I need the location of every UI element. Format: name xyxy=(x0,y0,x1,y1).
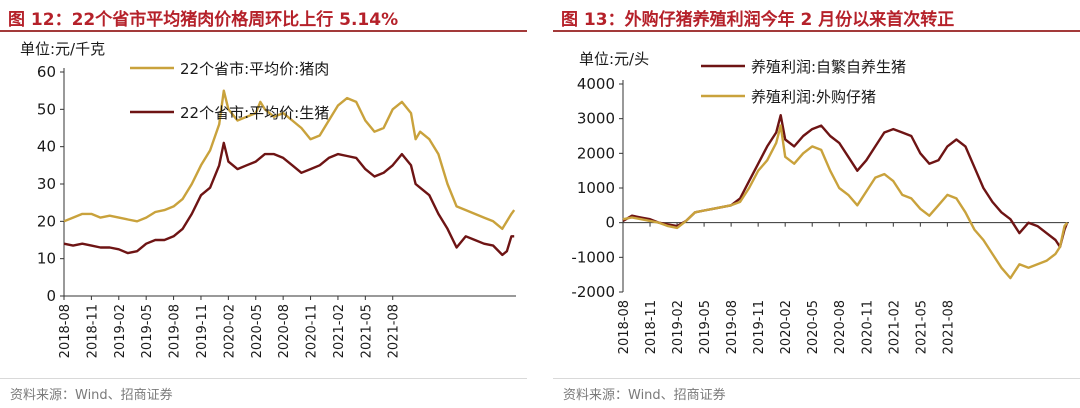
divider xyxy=(553,378,1080,379)
y-tick-label: 60 xyxy=(37,63,56,81)
legend-label: 22个省市:平均价:生猪 xyxy=(180,104,329,122)
chart-title: 图 13：外购仔猪养殖利润今年 2 月份以来首次转正 xyxy=(561,10,955,30)
x-tick-label: 2020-08 xyxy=(833,300,848,354)
x-tick-label: 2018-08 xyxy=(58,304,73,358)
x-tick-label: 2020-02 xyxy=(779,300,794,354)
x-tick-label: 2018-11 xyxy=(85,304,100,358)
chart-panel-pork-price: 图 12：22个省市平均猪肉价格周环比上行 5.14% 单位:元/千克 0 10 20… xyxy=(0,0,527,408)
y-tick-label: 20 xyxy=(37,212,56,230)
y-tick-label: 3000 xyxy=(577,110,615,128)
y-tick-label: 0 xyxy=(46,287,56,305)
x-tick-label: 2019-05 xyxy=(698,300,713,354)
x-tick-label: 2021-05 xyxy=(359,304,374,358)
unit-label: 单位:元/千克 xyxy=(20,40,105,58)
series-line xyxy=(63,89,516,230)
x-tick-label: 2020-08 xyxy=(277,304,292,358)
x-tick-label: 2019-08 xyxy=(168,304,183,358)
unit-label: 单位:元/头 xyxy=(579,50,649,68)
x-tick-label: 2020-11 xyxy=(305,304,320,358)
chart-title: 图 12：22个省市平均猪肉价格周环比上行 5.14% xyxy=(8,10,399,30)
series-line xyxy=(63,141,515,257)
x-tick-label: 2019-02 xyxy=(113,304,128,358)
x-tick-label: 2021-08 xyxy=(387,304,402,358)
title-bar: 图 12：22个省市平均猪肉价格周环比上行 5.14% xyxy=(0,0,527,32)
x-tick-label: 2021-08 xyxy=(941,300,956,354)
chart-area: 单位:元/头 -2000 -1000 0 1000 2000 3000 4000 2018-08… xyxy=(571,50,1069,354)
y-tick-label: 30 xyxy=(37,175,56,193)
y-tick-label: -1000 xyxy=(571,248,615,266)
x-tick-label: 2019-08 xyxy=(725,300,740,354)
y-tick-label: 0 xyxy=(605,214,615,232)
y-tick-label: 50 xyxy=(37,100,56,118)
chart-area: 单位:元/千克 0 10 20 30 40 50 60 2018-08 2018-11 2019-0… xyxy=(20,40,516,358)
x-tick-label: 2018-11 xyxy=(644,300,659,354)
title-bar: 图 13：外购仔猪养殖利润今年 2 月份以来首次转正 xyxy=(553,0,1080,32)
x-tick-label: 2020-02 xyxy=(222,304,237,358)
legend-label: 养殖利润:自繁自养生猪 xyxy=(751,58,906,76)
legend-label: 22个省市:平均价:猪肉 xyxy=(180,60,329,78)
x-tick-label: 2019-02 xyxy=(671,300,686,354)
x-tick-label: 2019-11 xyxy=(195,304,210,358)
x-tick-label: 2020-11 xyxy=(860,300,875,354)
y-tick-label: 10 xyxy=(37,250,56,268)
legend-label: 养殖利润:外购仔猪 xyxy=(751,88,876,106)
y-tick-label: -2000 xyxy=(571,283,615,301)
y-tick-label: 1000 xyxy=(577,179,615,197)
x-tick-label: 2021-05 xyxy=(914,300,929,354)
x-tick-label: 2021-02 xyxy=(887,300,902,354)
divider xyxy=(0,378,527,379)
series-line xyxy=(622,114,1069,249)
x-tick-label: 2020-05 xyxy=(806,300,821,354)
x-tick-label: 2019-05 xyxy=(140,304,155,358)
y-tick-label: 2000 xyxy=(577,144,615,162)
source-note: 资料来源：Wind、招商证券 xyxy=(563,388,726,403)
source-note: 资料来源：Wind、招商证券 xyxy=(10,388,173,403)
y-tick-label: 40 xyxy=(37,138,56,156)
x-tick-label: 2019-11 xyxy=(752,300,767,354)
x-tick-label: 2018-08 xyxy=(617,300,632,354)
y-tick-label: 4000 xyxy=(577,75,615,93)
chart-panel-breeding-profit: 图 13：外购仔猪养殖利润今年 2 月份以来首次转正 单位:元/头 -2000 -1… xyxy=(553,0,1080,408)
series-line xyxy=(622,124,1069,280)
x-tick-label: 2020-05 xyxy=(250,304,265,358)
x-tick-label: 2021-02 xyxy=(332,304,347,358)
